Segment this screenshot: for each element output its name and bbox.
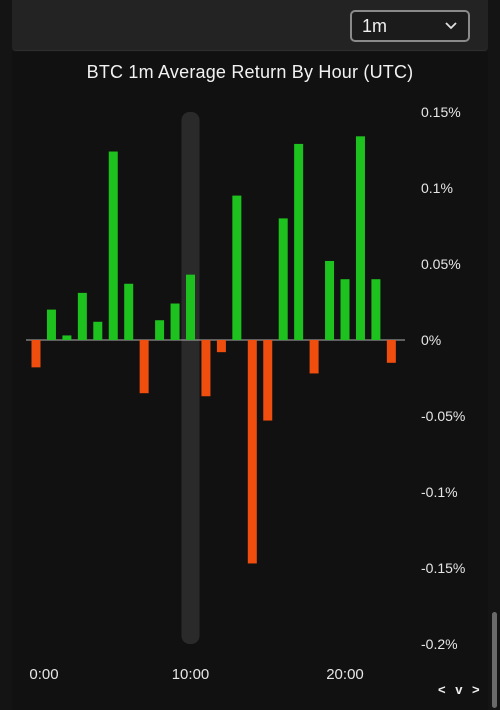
x-tick-label: 0:00 [29, 666, 58, 683]
bar-hour-21 [355, 136, 365, 340]
y-tick-label: 0.05% [421, 256, 461, 272]
y-tick-label: 0.1% [421, 180, 453, 196]
bar-hour-8 [155, 320, 165, 340]
y-tick-label: -0.05% [421, 408, 465, 424]
bar-hour-23 [386, 340, 396, 363]
bar-hour-1 [46, 309, 56, 340]
bar-hour-20 [340, 279, 350, 340]
bar-hour-6 [124, 283, 134, 340]
y-tick-label: -0.15% [421, 560, 465, 576]
y-tick-label: 0.15% [421, 104, 461, 120]
bar-hour-11 [201, 340, 211, 397]
bar-hour-18 [309, 340, 319, 374]
bar-hour-14 [247, 340, 257, 564]
y-tick-label: 0% [421, 332, 441, 348]
timeframe-value: 1m [362, 16, 388, 36]
x-tick-label: 10:00 [172, 666, 210, 683]
bar-hour-0 [31, 340, 41, 368]
bar-hour-10 [186, 274, 195, 340]
chevron-down-icon [444, 12, 458, 49]
bar-hour-5 [108, 151, 118, 340]
bar-hour-3 [77, 292, 87, 340]
y-tick-label: -0.1% [421, 484, 458, 500]
bar-hour-12 [216, 340, 226, 353]
bar-hour-17 [294, 143, 304, 340]
x-tick-label: 20:00 [326, 666, 364, 683]
bar-hour-13 [232, 195, 242, 340]
bar-hour-4 [93, 321, 103, 340]
timeframe-select[interactable]: 1m [350, 10, 470, 42]
chart-nav-controls[interactable]: < v > [438, 682, 483, 697]
bar-hour-16 [278, 218, 288, 340]
bar-hour-15 [263, 340, 273, 421]
bar-hour-22 [371, 279, 381, 340]
bar-hour-2 [62, 335, 72, 340]
bar-hour-9 [170, 303, 180, 340]
bar-hour-7 [139, 340, 149, 394]
highlight-column [181, 112, 200, 644]
bar-hour-19 [325, 260, 335, 340]
y-tick-label: -0.2% [421, 636, 458, 652]
chart-title: BTC 1m Average Return By Hour (UTC) [86, 62, 414, 82]
scrollbar[interactable] [492, 612, 497, 708]
